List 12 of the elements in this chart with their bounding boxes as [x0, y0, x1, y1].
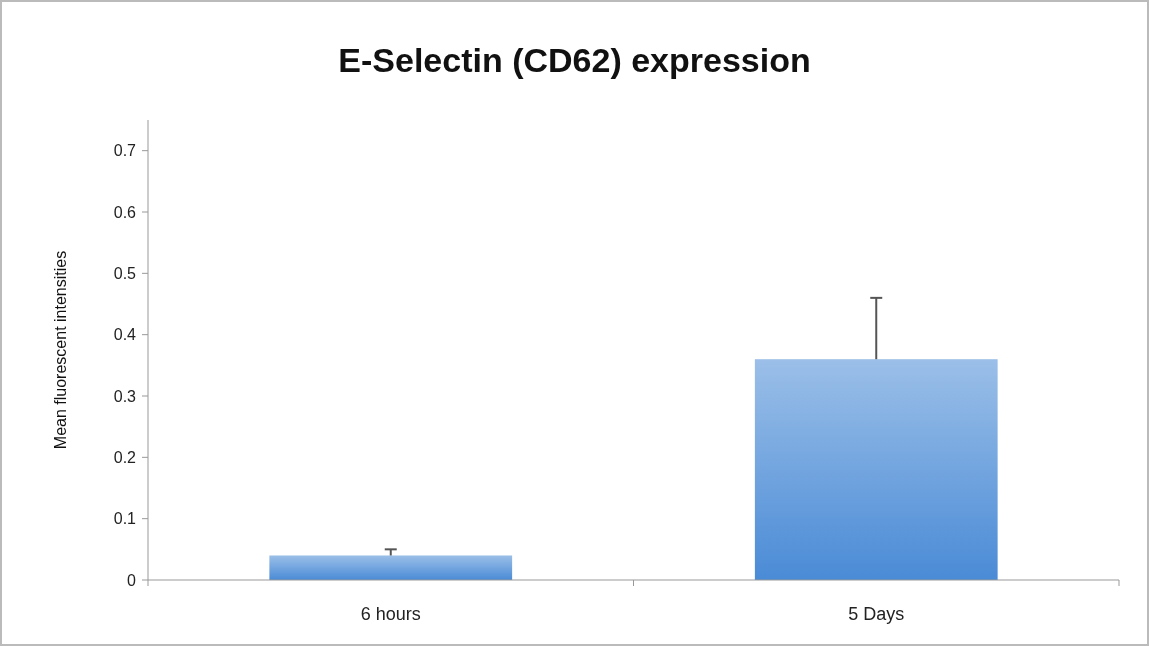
y-tick-label: 0	[127, 571, 137, 589]
y-tick-label: 0.7	[113, 142, 137, 160]
y-axis-title: Mean fluorescent intensities	[52, 250, 69, 450]
y-tick-label: 0.3	[113, 387, 137, 405]
y-tick-label: 0.6	[113, 203, 137, 221]
x-tick-label: 5 Days	[848, 604, 905, 624]
chart-title: E-Selectin (CD62) expression	[338, 41, 811, 79]
y-tick-label: 0.1	[113, 510, 137, 528]
y-tick-label: 0.4	[113, 326, 137, 344]
x-tick-label: 6 hours	[360, 604, 421, 624]
y-tick-label: 0.5	[113, 264, 137, 282]
y-tick-label: 0.2	[113, 448, 137, 466]
